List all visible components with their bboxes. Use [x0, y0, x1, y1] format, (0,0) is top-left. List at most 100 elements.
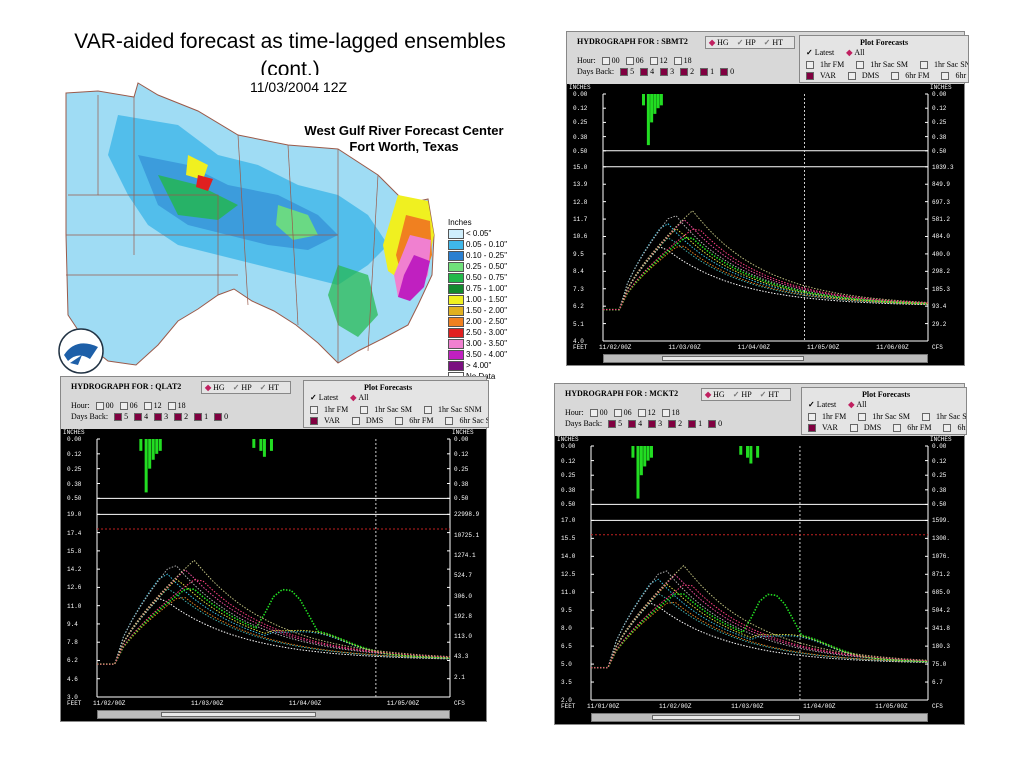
horizontal-scrollbar[interactable]: [603, 354, 928, 363]
forecast-option-1hrsacsnm[interactable]: 1hr Sac SNM: [920, 60, 968, 70]
legend-label: 1.50 - 2.00": [466, 306, 508, 315]
forecast-checkbox: [806, 61, 814, 70]
hour-checkbox[interactable]: [625, 57, 634, 66]
forecast-option-1hrfm[interactable]: 1hr FM: [808, 412, 852, 422]
days-back-value: 3: [164, 412, 169, 421]
forecast-option-6hrsacsm[interactable]: 6hr Sac SM: [943, 423, 966, 433]
days-back-checkbox[interactable]: [628, 420, 637, 429]
date-tick-label: 11/04/00Z: [288, 700, 322, 707]
flow-tick-label: 871.2: [932, 571, 951, 579]
scrollbar-thumb[interactable]: [652, 715, 800, 720]
days-back-checkbox[interactable]: [608, 420, 617, 429]
hour-checkbox[interactable]: [119, 402, 128, 411]
legend-label: 0.25 - 0.50": [466, 262, 508, 271]
precip-bar: [642, 94, 645, 106]
days-back-checkbox[interactable]: [660, 68, 669, 77]
days-back-checkbox[interactable]: [134, 413, 143, 422]
legend-swatch: [448, 349, 464, 360]
days-back-checkbox[interactable]: [648, 420, 657, 429]
forecast-option-1hrsacsnm[interactable]: 1hr Sac SNM: [922, 412, 967, 422]
days-back-checkbox[interactable]: [668, 420, 677, 429]
forecast-option-1hrfm[interactable]: 1hr FM: [310, 405, 354, 415]
forecast-option-1hrsacsm[interactable]: 1hr Sac SM: [858, 412, 916, 422]
legend-row: 0.05 - 0.10": [448, 239, 507, 250]
forecast-option-dms[interactable]: DMS: [849, 423, 887, 433]
graph-type-selector: ◆ HG ✓ HP ✓ HT: [705, 36, 796, 49]
latest-option[interactable]: ✓ Latest: [806, 48, 840, 57]
forecast-option-6hrfm[interactable]: 6hr FM: [891, 71, 935, 81]
graph-type-hp[interactable]: ✓ HP: [233, 383, 256, 392]
days-back-checkbox[interactable]: [214, 413, 223, 422]
forecast-label: 6hr Sac SM: [459, 416, 488, 425]
forecast-label: VAR: [822, 423, 838, 432]
days-back-row: Days Back: 5 4 3 2 1 0: [577, 67, 734, 77]
days-back-checkbox[interactable]: [114, 413, 123, 422]
forecast-option-6hrfm[interactable]: 6hr FM: [395, 416, 439, 426]
scrollbar-thumb[interactable]: [662, 356, 805, 361]
forecast-option-1hrsacsnm[interactable]: 1hr Sac SNM: [424, 405, 488, 415]
forecast-option-dms[interactable]: DMS: [847, 71, 885, 81]
hour-checkbox[interactable]: [589, 409, 598, 418]
latest-option[interactable]: ✓ Latest: [310, 393, 344, 402]
graph-type-hg[interactable]: ◆ HG: [709, 38, 733, 47]
forecast-option-6hrsacsm[interactable]: 6hr Sac SM: [445, 416, 488, 426]
forecast-option-var[interactable]: VAR: [310, 416, 346, 426]
forecast-option-6hrfm[interactable]: 6hr FM: [893, 423, 937, 433]
forecast-option-1hrsacsm[interactable]: 1hr Sac SM: [856, 60, 914, 70]
forecast-option-var[interactable]: VAR: [806, 71, 842, 81]
days-back-checkbox[interactable]: [708, 420, 717, 429]
horizontal-scrollbar[interactable]: [591, 713, 928, 722]
latest-option[interactable]: ✓ Latest: [808, 400, 842, 409]
forecast-option-6hrsacsm[interactable]: 6hr Sac SM: [941, 71, 968, 81]
scrollbar-thumb[interactable]: [161, 712, 316, 717]
precip-tick-label-right: 0.00: [932, 443, 947, 450]
all-option[interactable]: ◆ All: [350, 393, 374, 402]
forecast-option-1hrsacsm[interactable]: 1hr Sac SM: [360, 405, 418, 415]
hour-value: 12: [659, 56, 668, 65]
hour-checkbox[interactable]: [649, 57, 658, 66]
flow-tick-label: 1039.3: [932, 163, 954, 171]
forecast-label: 1hr Sac SNM: [936, 412, 967, 421]
days-back-checkbox[interactable]: [640, 68, 649, 77]
graph-type-hp[interactable]: ✓ HP: [733, 390, 756, 399]
days-back-checkbox[interactable]: [688, 420, 697, 429]
all-option[interactable]: ◆ All: [846, 48, 870, 57]
diamond-radio-icon: ◆: [705, 390, 712, 399]
stage-tick-label: 5.0: [561, 661, 572, 669]
graph-type-ht[interactable]: ✓ HT: [260, 383, 283, 392]
all-option[interactable]: ◆ All: [848, 400, 872, 409]
days-back-checkbox[interactable]: [194, 413, 203, 422]
graph-type-hp[interactable]: ✓ HP: [737, 38, 760, 47]
graph-type-ht[interactable]: ✓ HT: [764, 38, 787, 47]
forecast-checkbox: [310, 406, 318, 415]
days-back-checkbox[interactable]: [720, 68, 729, 77]
precip-tick-label: 0.50: [573, 147, 588, 155]
days-back-checkbox[interactable]: [700, 68, 709, 77]
hour-checkbox[interactable]: [143, 402, 152, 411]
graph-type-hg[interactable]: ◆ HG: [205, 383, 229, 392]
graph-type-hg[interactable]: ◆ HG: [705, 390, 729, 399]
days-back-checkbox[interactable]: [174, 413, 183, 422]
days-back-checkbox[interactable]: [620, 68, 629, 77]
days-back-checkbox[interactable]: [680, 68, 689, 77]
hour-checkbox[interactable]: [613, 409, 622, 418]
hour-checkbox[interactable]: [673, 57, 682, 66]
stage-tick-label: 11.0: [561, 589, 576, 597]
forecast-option-var[interactable]: VAR: [808, 423, 844, 433]
cfs-label: CFS: [932, 344, 943, 351]
hour-checkbox[interactable]: [601, 57, 610, 66]
hour-checkbox[interactable]: [661, 409, 670, 418]
days-back-value: 3: [658, 419, 663, 428]
days-back-checkbox[interactable]: [154, 413, 163, 422]
hour-checkbox[interactable]: [637, 409, 646, 418]
days-back-value: 4: [650, 67, 655, 76]
graph-type-ht[interactable]: ✓ HT: [760, 390, 783, 399]
inches-label: INCHES: [63, 429, 85, 436]
forecast-option-dms[interactable]: DMS: [351, 416, 389, 426]
hour-checkbox[interactable]: [167, 402, 176, 411]
precip-bar: [656, 94, 660, 109]
hour-checkbox[interactable]: [95, 402, 104, 411]
days-back-value: 3: [670, 67, 675, 76]
horizontal-scrollbar[interactable]: [97, 710, 450, 719]
forecast-option-1hrfm[interactable]: 1hr FM: [806, 60, 850, 70]
